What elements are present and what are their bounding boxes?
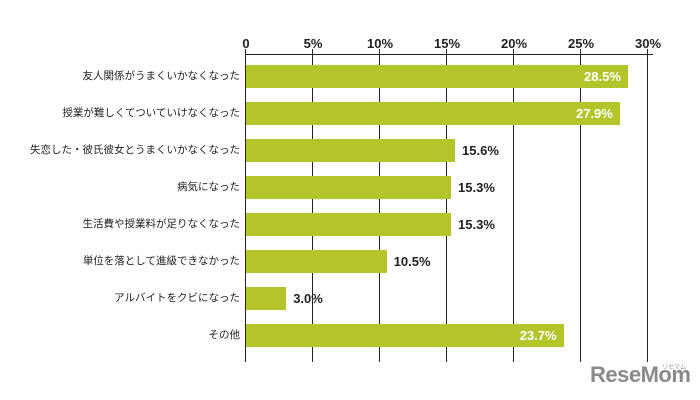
bar	[246, 213, 452, 236]
gridline	[245, 49, 246, 362]
category-label: 友人関係がうまくいかなくなった	[82, 70, 241, 82]
resemom-logo: ReseMom	[590, 362, 691, 387]
bar	[246, 250, 387, 273]
value-label: 10.5%	[393, 254, 431, 269]
resemom-logo-subtext: リセマム	[662, 364, 687, 371]
x-tick-label: 30%	[634, 36, 662, 51]
category-label: 授業が難しくてついていけなくなった	[62, 107, 240, 119]
gridline	[379, 49, 380, 362]
gridline	[446, 49, 447, 362]
x-tick-label: 0	[242, 36, 250, 51]
bar	[246, 287, 287, 310]
value-label: 23.7%	[519, 328, 557, 343]
category-label: その他	[208, 329, 241, 341]
x-axis-line	[245, 54, 653, 55]
bar	[246, 65, 628, 88]
category-label: 病気になった	[177, 181, 240, 193]
gridline	[647, 49, 648, 362]
gridline	[312, 49, 313, 362]
category-label: 単位を落として進級できなかった	[82, 255, 240, 267]
bar	[246, 324, 564, 347]
category-label: アルバイトをクビになった	[114, 292, 240, 304]
x-tick-label: 20%	[500, 36, 528, 51]
gridline	[513, 49, 514, 362]
x-tick-label: 10%	[366, 36, 394, 51]
value-label: 15.3%	[458, 217, 495, 232]
value-label: 3.0%	[293, 291, 323, 306]
value-label: 15.3%	[458, 180, 495, 195]
x-tick-label: 25%	[567, 36, 595, 51]
value-label: 15.6%	[462, 143, 499, 158]
bar	[246, 176, 452, 199]
value-label: 28.5%	[584, 69, 621, 84]
x-tick-label: 15%	[433, 36, 461, 51]
bar	[246, 139, 456, 162]
gridline	[580, 49, 581, 362]
bar	[246, 102, 620, 125]
x-tick-label: 5%	[303, 36, 323, 51]
category-label: 失恋した・彼氏彼女とうまくいかなくなった	[30, 144, 240, 156]
value-label: 27.9%	[575, 106, 613, 121]
category-label: 生活費や授業料が足りなくなった	[82, 218, 241, 230]
